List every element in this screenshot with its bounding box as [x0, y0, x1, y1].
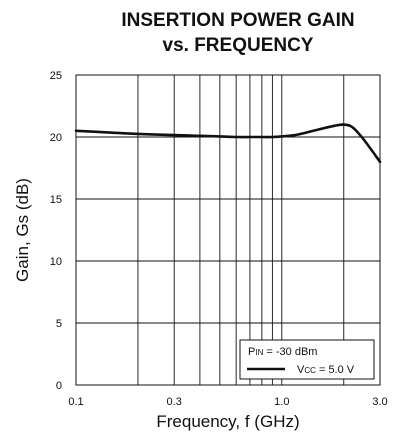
y-tick-label: 25: [50, 70, 62, 82]
x-axis-label: Frequency, f (GHz): [156, 412, 299, 431]
legend: PIN = -30 dBm VCC = 5.0 V: [239, 339, 375, 380]
chart-title-line-2: vs. FREQUENCY: [163, 35, 314, 56]
y-tick-label: 10: [50, 256, 62, 268]
x-tick-label: 1.0: [274, 396, 289, 408]
legend-series-label: VCC = 5.0 V: [297, 364, 355, 376]
y-tick-labels: 0 5 10 15 20 25: [50, 70, 62, 392]
legend-box: [239, 339, 375, 380]
legend-condition: PIN = -30 dBm: [248, 346, 317, 358]
y-axis-label: Gain, Gs (dB): [13, 178, 32, 282]
x-tick-label: 3.0: [372, 396, 387, 408]
gain-series-line: [74, 123, 382, 164]
y-tick-label: 0: [56, 380, 62, 392]
y-tick-label: 5: [56, 318, 62, 330]
plot-frame: [75, 74, 381, 386]
grid-lines: [75, 74, 381, 386]
y-tick-label: 20: [50, 132, 62, 144]
x-tick-label: 0.1: [68, 396, 83, 408]
chart-title-line-1: INSERTION POWER GAIN: [121, 10, 354, 31]
x-tick-label: 0.3: [167, 396, 182, 408]
x-tick-labels: 0.1 0.3 1.0 3.0: [68, 396, 387, 408]
y-tick-label: 15: [50, 194, 62, 206]
